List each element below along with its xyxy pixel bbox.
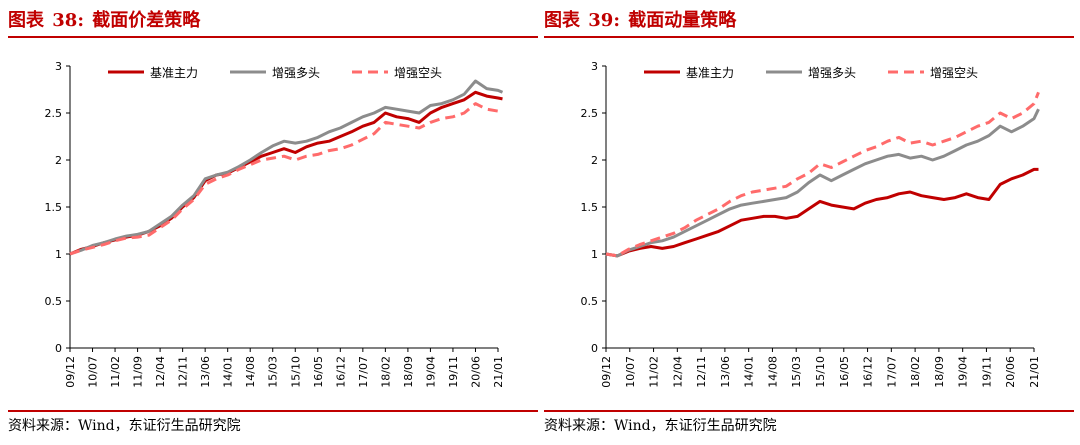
x-tick-label: 17/07 bbox=[885, 356, 898, 388]
y-tick-label: 1 bbox=[55, 248, 62, 261]
x-tick-label: 21/01 bbox=[1028, 356, 1041, 388]
x-tick-label: 11/02 bbox=[109, 356, 122, 388]
x-tick-label: 12/04 bbox=[154, 356, 167, 388]
y-tick-label: 2 bbox=[591, 154, 598, 167]
y-tick-label: 2 bbox=[55, 154, 62, 167]
legend-label-3: 增强空头 bbox=[394, 66, 442, 80]
y-tick-label: 2.5 bbox=[45, 107, 63, 120]
x-tick-label: 21/01 bbox=[492, 356, 505, 388]
line-chart-39: 0 0.5 1 1.5 2 2.5 3 09/12 10/07 11/02 12/04 12/11 13… bbox=[581, 60, 1042, 388]
x-tick-label: 16/12 bbox=[334, 356, 347, 388]
x-tick-label: 15/03 bbox=[790, 356, 803, 388]
figure-number: 39: bbox=[588, 10, 620, 31]
series-line-2 bbox=[69, 79, 504, 256]
series-line-1 bbox=[69, 90, 503, 256]
series-line-1 bbox=[605, 167, 1039, 258]
x-tick-label: 19/04 bbox=[957, 356, 970, 388]
y-tick-label: 1.5 bbox=[45, 201, 63, 214]
figure-title: 截面动量策略 bbox=[628, 10, 737, 31]
x-tick-label: 15/10 bbox=[289, 356, 302, 388]
chart-panel-39: 图表 39: 截面动量策略 0 0.5 1 1.5 2 2.5 3 09/12 10/07 11/… bbox=[544, 0, 1076, 445]
x-tick-label: 13/06 bbox=[719, 356, 732, 388]
y-tick-label: 1 bbox=[591, 248, 598, 261]
x-tick-label: 12/11 bbox=[695, 356, 708, 388]
x-tick-label: 09/12 bbox=[600, 356, 613, 388]
x-tick-label: 18/02 bbox=[379, 356, 392, 388]
series-line-3 bbox=[69, 102, 503, 256]
x-tick-label: 09/12 bbox=[64, 356, 77, 388]
legend-label-1: 基准主力 bbox=[150, 66, 198, 80]
source-note-38: 资料来源：Wind，东证衍生品研究院 bbox=[8, 410, 538, 438]
y-tick-label: 2.5 bbox=[581, 107, 599, 120]
chart-panel-38: 图表 38: 截面价差策略 0 0.5 1 1.5 2 2.5 3 09/12 10/07 11/… bbox=[8, 0, 540, 445]
y-tick-label: 0 bbox=[55, 342, 62, 355]
x-tick-label: 16/12 bbox=[862, 356, 875, 388]
y-tick-label: 0.5 bbox=[581, 295, 599, 308]
x-tick-label: 18/02 bbox=[909, 356, 922, 388]
x-tick-label: 14/01 bbox=[222, 356, 235, 388]
legend-label-2: 增强多头 bbox=[808, 66, 856, 80]
x-tick-label: 11/02 bbox=[648, 356, 661, 388]
y-tick-label: 3 bbox=[591, 60, 598, 73]
line-chart-38: 0 0.5 1 1.5 2 2.5 3 09/12 10/07 11/02 11/09 12/04 12… bbox=[45, 60, 506, 388]
source-note-39: 资料来源：Wind，东证衍生品研究院 bbox=[544, 410, 1074, 438]
y-tick-label: 1.5 bbox=[581, 201, 599, 214]
chart-title-38: 图表 38: 截面价差策略 bbox=[8, 6, 538, 38]
y-tick-label: 3 bbox=[55, 60, 62, 73]
x-tick-label: 12/04 bbox=[671, 356, 684, 388]
series-line-3 bbox=[605, 91, 1040, 258]
figure-number: 38: bbox=[52, 10, 84, 31]
legend-label-3: 增强空头 bbox=[930, 66, 978, 80]
x-tick-label: 10/07 bbox=[87, 356, 100, 388]
x-tick-label: 19/04 bbox=[424, 356, 437, 388]
x-tick-label: 14/01 bbox=[743, 356, 756, 388]
figure-label: 图表 bbox=[8, 10, 44, 31]
y-tick-label: 0.5 bbox=[45, 295, 63, 308]
x-tick-label: 14/08 bbox=[766, 356, 779, 388]
x-tick-label: 16/05 bbox=[312, 356, 325, 388]
x-tick-label: 15/03 bbox=[267, 356, 280, 388]
x-tick-label: 19/11 bbox=[980, 356, 993, 388]
x-tick-label: 11/09 bbox=[132, 356, 145, 388]
x-tick-label: 17/07 bbox=[357, 356, 370, 388]
x-tick-label: 15/10 bbox=[814, 356, 827, 388]
x-tick-label: 19/11 bbox=[447, 356, 460, 388]
x-tick-label: 14/08 bbox=[244, 356, 257, 388]
x-tick-label: 20/06 bbox=[1004, 356, 1017, 388]
legend-label-1: 基准主力 bbox=[686, 66, 734, 80]
x-tick-label: 13/06 bbox=[199, 356, 212, 388]
series-line-2 bbox=[605, 108, 1040, 258]
chart-title-39: 图表 39: 截面动量策略 bbox=[544, 6, 1074, 38]
figure-title: 截面价差策略 bbox=[92, 10, 201, 31]
x-tick-label: 10/07 bbox=[624, 356, 637, 388]
x-tick-label: 18/09 bbox=[402, 356, 415, 388]
x-tick-label: 16/05 bbox=[838, 356, 851, 388]
x-tick-label: 12/11 bbox=[177, 356, 190, 388]
y-tick-label: 0 bbox=[591, 342, 598, 355]
legend-label-2: 增强多头 bbox=[272, 66, 320, 80]
x-tick-label: 18/09 bbox=[933, 356, 946, 388]
x-tick-label: 20/06 bbox=[469, 356, 482, 388]
figure-label: 图表 bbox=[544, 10, 580, 31]
